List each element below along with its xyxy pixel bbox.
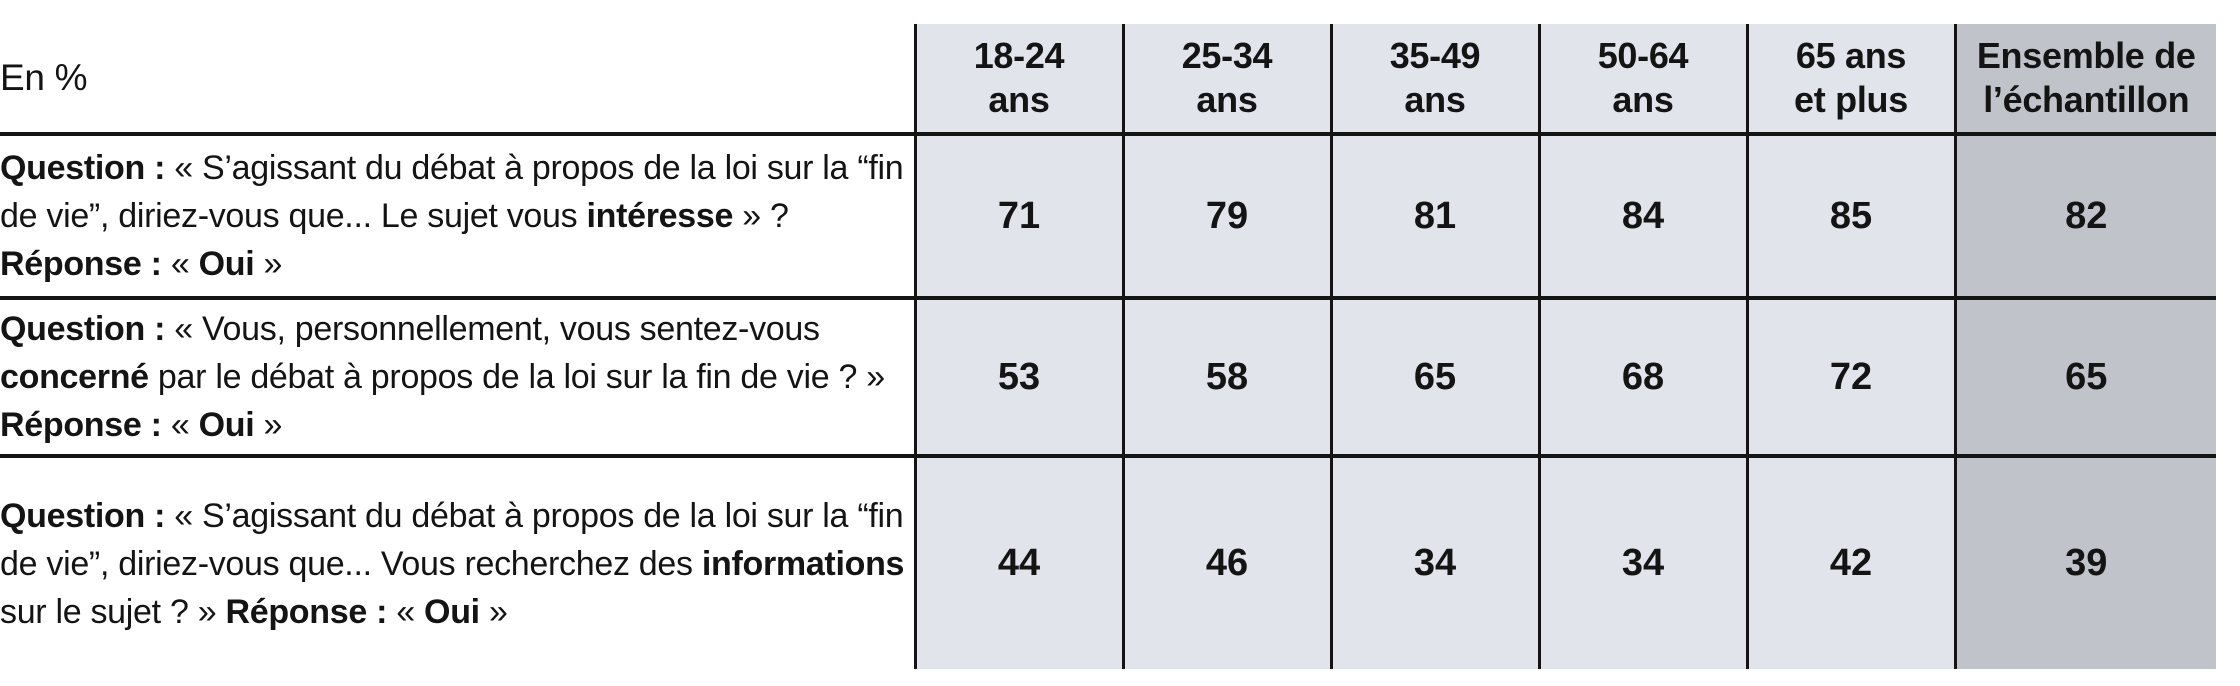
question-cell-information: Question : « S’agissant du débat à propo… — [0, 456, 915, 669]
question-text-bold: concerné — [0, 358, 149, 396]
question-text-bold: Oui — [198, 245, 255, 283]
value-cell-information-18-24: 44 — [913, 456, 1123, 669]
col-header-50-64: 50-64 ans — [1537, 24, 1747, 136]
col-header-18-24: 18-24 ans — [913, 24, 1123, 136]
question-text-bold: Oui — [424, 592, 480, 631]
value-cell-information-50-64: 34 — [1537, 456, 1747, 669]
value-cell-interest-65-plus: 85 — [1745, 134, 1955, 300]
col-header-35-49: 35-49 ans — [1329, 24, 1539, 136]
value-cell-information-ensemble: 39 — [1953, 456, 2216, 669]
question-text-bold: Question : — [0, 149, 175, 187]
col-header-ensemble: Ensemble de l’échantillon — [1953, 24, 2216, 136]
question-text-bold: Réponse : — [0, 406, 171, 444]
question-cell-concerned: Question : « Vous, personnellement, vous… — [0, 298, 915, 458]
value-cell-interest-50-64: 84 — [1537, 134, 1747, 300]
question-text: sur le sujet ? » — [0, 592, 226, 631]
table-row-concerned: Question : « Vous, personnellement, vous… — [0, 298, 2216, 458]
question-text-bold: Réponse : — [0, 245, 171, 283]
value-cell-concerned-65-plus: 72 — [1745, 298, 1955, 458]
table-row-information: Question : « S’agissant du débat à propo… — [0, 456, 2216, 669]
col-header-65-plus: 65 ans et plus — [1745, 24, 1955, 136]
question-text: par le débat à propos de la loi sur la f… — [148, 358, 885, 396]
question-text-bold: Oui — [198, 406, 255, 444]
value-cell-concerned-18-24: 53 — [913, 298, 1123, 458]
value-cell-information-65-plus: 42 — [1745, 456, 1955, 669]
question-text: « — [396, 592, 425, 631]
question-text: » — [479, 592, 508, 631]
value-cell-concerned-25-34: 58 — [1121, 298, 1331, 458]
question-text-bold: intéresse — [586, 197, 734, 235]
question-text: « — [170, 245, 199, 283]
survey-results-table: En % 18-24 ans 25-34 ans 35-49 ans 50-64… — [0, 24, 2216, 669]
value-cell-information-35-49: 34 — [1329, 456, 1539, 669]
value-cell-interest-35-49: 81 — [1329, 134, 1539, 300]
col-header-25-34: 25-34 ans — [1121, 24, 1331, 136]
question-text-bold: Réponse : — [225, 592, 397, 631]
value-cell-concerned-ensemble: 65 — [1953, 298, 2216, 458]
question-text: « — [170, 406, 199, 444]
value-cell-interest-ensemble: 82 — [1953, 134, 2216, 300]
value-cell-concerned-50-64: 68 — [1537, 298, 1747, 458]
question-text: » — [254, 245, 283, 283]
question-text-bold: informations — [701, 544, 905, 583]
table-row-interest: Question : « S’agissant du débat à propo… — [0, 134, 2216, 300]
value-cell-information-25-34: 46 — [1121, 456, 1331, 669]
question-text: « S’agissant du débat à propos de la loi… — [0, 496, 904, 583]
question-cell-interest: Question : « S’agissant du débat à propo… — [0, 134, 915, 300]
unit-label: En % — [0, 24, 915, 136]
question-text: » — [254, 406, 283, 444]
value-cell-concerned-35-49: 65 — [1329, 298, 1539, 458]
header-row: En % 18-24 ans 25-34 ans 35-49 ans 50-64… — [0, 24, 2216, 136]
value-cell-interest-25-34: 79 — [1121, 134, 1331, 300]
value-cell-interest-18-24: 71 — [913, 134, 1123, 300]
question-text: » ? — [733, 197, 789, 235]
question-text: « Vous, personnellement, vous sentez-vou… — [174, 310, 820, 348]
question-text: « S’agissant du débat à propos de la loi… — [0, 149, 904, 235]
question-text-bold: Question : — [0, 496, 175, 535]
question-text-bold: Question : — [0, 310, 175, 348]
